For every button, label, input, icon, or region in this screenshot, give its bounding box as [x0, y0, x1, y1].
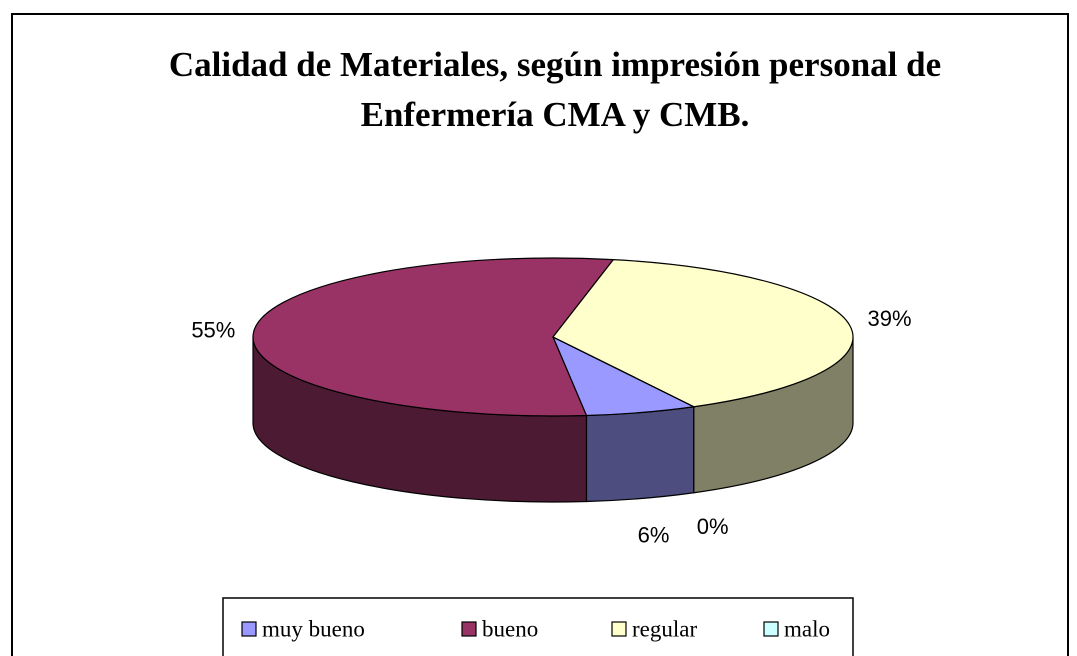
chart-title: Enfermería CMA y CMB.	[361, 95, 750, 134]
legend-swatch	[241, 621, 257, 637]
data-label: 0%	[697, 514, 729, 539]
legend-label: muy bueno	[262, 616, 365, 641]
data-label: 55%	[191, 317, 235, 342]
data-label: 6%	[638, 522, 670, 547]
pie-side	[585, 406, 695, 503]
legend-swatch	[461, 621, 477, 637]
legend-label: malo	[784, 616, 830, 641]
legend-label: regular	[632, 616, 697, 641]
legend-box	[222, 597, 854, 656]
chart-title: Calidad de Materiales, según impresión p…	[169, 45, 941, 84]
pie-slice	[552, 336, 695, 408]
pie-slice	[552, 258, 854, 408]
legend-label: bueno	[482, 616, 538, 641]
pie-slice	[252, 257, 615, 417]
legend-swatch	[763, 621, 779, 637]
data-label: 39%	[868, 306, 912, 331]
legend-swatch	[611, 621, 627, 637]
pie	[252, 257, 854, 503]
